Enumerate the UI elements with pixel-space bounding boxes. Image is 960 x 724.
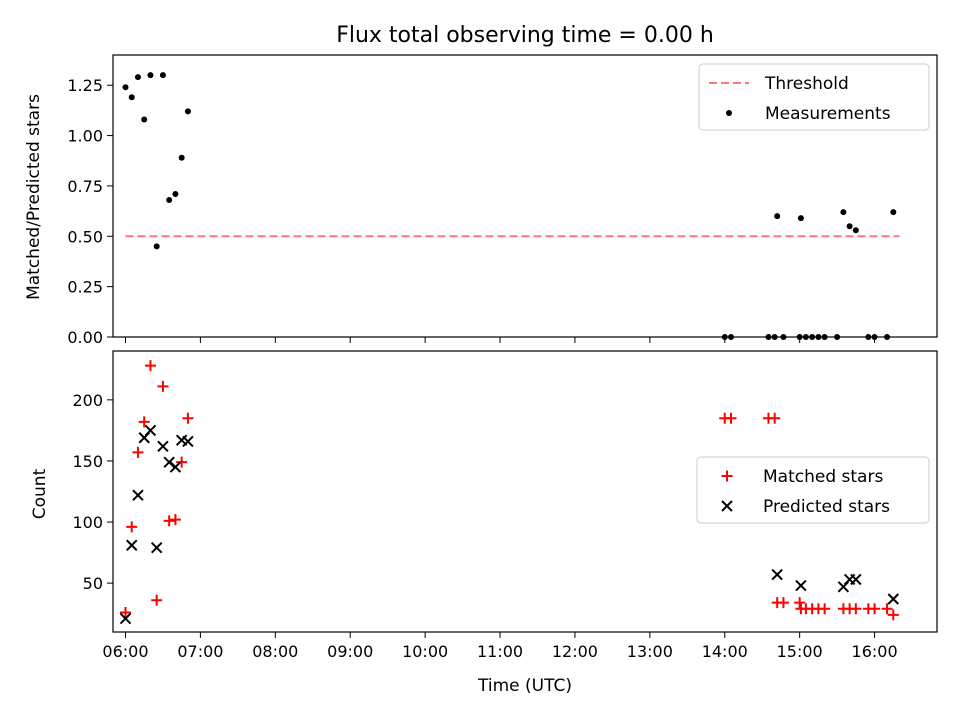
y-tick-label: 50: [83, 574, 103, 593]
legend-box: [698, 63, 930, 131]
predicted-star-point: [850, 573, 862, 586]
measurement-point: [147, 72, 154, 79]
measurement-point: [846, 223, 853, 230]
matched-star-point: [157, 380, 169, 392]
y-tick-label: 150: [72, 452, 103, 471]
legend-marker: [726, 110, 732, 116]
matched-star-point: [176, 456, 188, 468]
legend-box: [696, 456, 930, 524]
plot-frame: [112, 350, 938, 633]
matched-star-point: [132, 446, 144, 458]
measurement-point: [184, 108, 191, 115]
matched-star-point: [725, 412, 737, 424]
x-tick-label: 15:00: [777, 642, 823, 661]
legend-marker: [721, 500, 733, 512]
measurement-point: [159, 72, 166, 79]
predicted-star-point: [150, 541, 163, 554]
legend-label: Threshold: [764, 74, 849, 94]
predicted-star-point: [144, 424, 157, 437]
plot-frame: [112, 54, 938, 338]
y-tick-label: 0.00: [67, 328, 103, 347]
y-tick-label: 200: [72, 391, 103, 410]
measurement-point: [153, 243, 160, 250]
y-tick-label: 0.50: [67, 227, 103, 246]
measurement-point: [890, 209, 897, 216]
legend-label: Measurements: [765, 104, 891, 124]
predicted-star-point: [126, 539, 138, 551]
chart-title: Flux total observing time = 0.00 h: [336, 23, 714, 48]
matched-star-point: [769, 412, 781, 424]
x-tick-label: 08:00: [252, 642, 298, 661]
matched-star-point: [144, 360, 156, 372]
y-tick-label: 100: [72, 513, 103, 532]
measurement-point: [840, 209, 847, 216]
matched-star-point: [119, 606, 131, 618]
measurement-point: [852, 227, 859, 234]
matched-star-point: [138, 416, 150, 428]
x-tick-label: 10:00: [402, 642, 448, 661]
x-tick-label: 16:00: [852, 642, 898, 661]
matched-star-point: [887, 609, 899, 621]
predicted-star-point: [182, 435, 194, 448]
bottom-y-axis-label: Count: [30, 468, 50, 519]
x-axis-label: Time (UTC): [477, 676, 572, 696]
x-tick-label: 09:00: [327, 642, 373, 661]
predicted-star-point: [887, 593, 900, 605]
y-tick-label: 1.00: [67, 127, 103, 146]
x-tick-label: 11:00: [477, 642, 523, 661]
measurement-point: [134, 74, 141, 81]
matched-star-point: [126, 521, 138, 533]
predicted-star-point: [132, 489, 144, 501]
matched-star-point: [182, 412, 194, 424]
measurement-point: [172, 190, 179, 197]
x-tick-label: 14:00: [702, 642, 748, 661]
top-y-axis-label: Matched/Predicted stars: [24, 94, 44, 300]
predicted-star-point: [157, 440, 169, 453]
matched-star-point: [169, 514, 181, 526]
measurement-point: [141, 116, 148, 123]
matched-star-point: [794, 597, 806, 609]
predicted-star-point: [169, 461, 182, 473]
y-tick-label: 0.25: [67, 278, 103, 297]
measurement-point: [122, 84, 129, 91]
matched-star-point: [151, 594, 163, 606]
x-tick-label: 07:00: [177, 642, 223, 661]
x-tick-label: 06:00: [102, 642, 148, 661]
top-plot-area: 0.00 0.25 0.50 0.75 1.00 1.25 Threshold Measure…: [67, 54, 938, 347]
matched-star-point: [881, 603, 893, 615]
measurement-point: [128, 94, 135, 101]
bottom-plot-area: 50 100 150 200 06:00 07:00 08:00 09:00 10:00 11:0…: [72, 350, 938, 661]
measurement-point: [178, 154, 185, 161]
predicted-star-point: [771, 568, 783, 581]
measurement-point: [166, 197, 173, 204]
matched-star-point: [777, 597, 789, 609]
legend-marker: [721, 470, 733, 482]
matched-star-point: [819, 603, 831, 615]
predicted-star-point: [795, 579, 807, 592]
y-tick-label: 0.75: [67, 177, 103, 196]
legend-label: Matched stars: [763, 467, 883, 487]
matched-star-point: [869, 603, 881, 615]
predicted-star-point: [119, 612, 132, 625]
matched-star-point: [850, 603, 862, 615]
y-tick-label: 1.25: [67, 76, 103, 95]
bottom-legend: Matched stars Predicted stars: [696, 456, 930, 524]
measurement-point: [797, 215, 804, 222]
x-tick-label: 12:00: [552, 642, 598, 661]
measurement-point: [774, 213, 781, 220]
x-tick-label: 13:00: [627, 642, 673, 661]
legend-label: Predicted stars: [763, 497, 890, 517]
top-legend: Threshold Measurements: [698, 63, 930, 131]
matched-star-point: [163, 515, 175, 527]
